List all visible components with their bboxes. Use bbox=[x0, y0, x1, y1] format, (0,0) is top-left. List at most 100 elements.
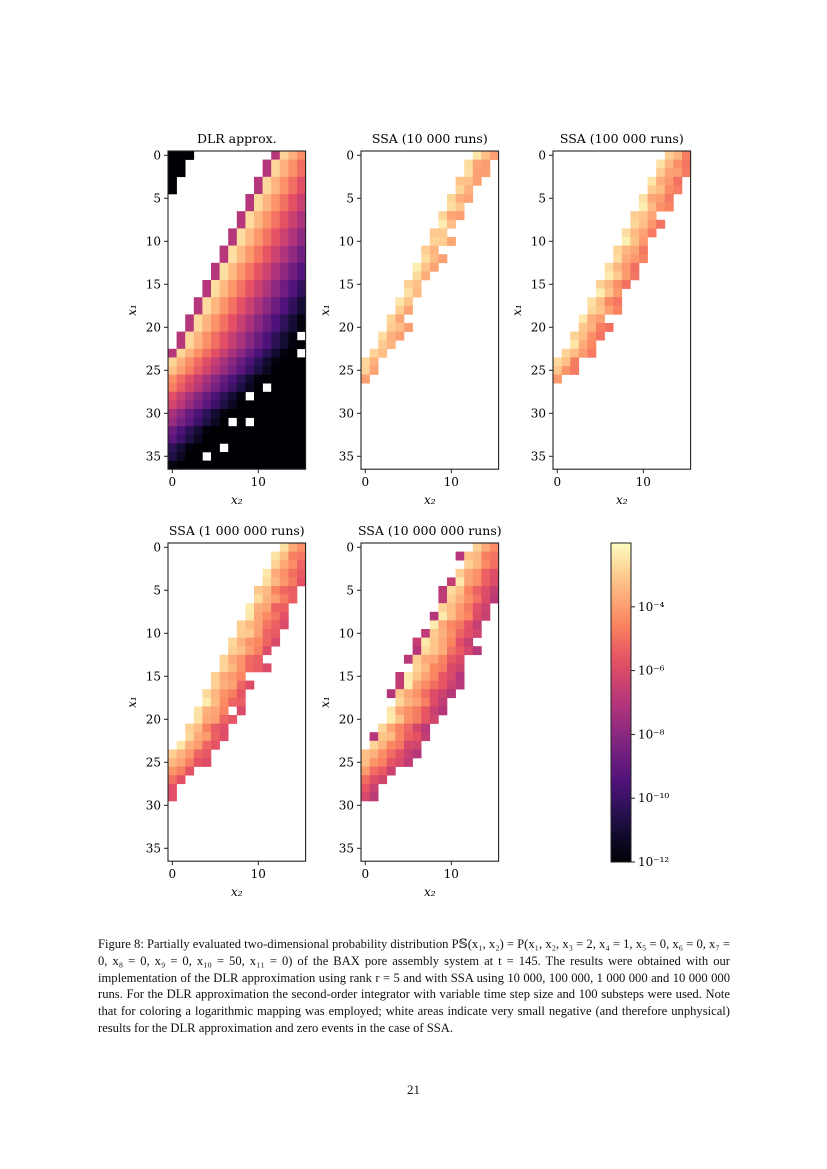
heatmap-cell bbox=[464, 629, 474, 638]
heatmap-cell bbox=[297, 168, 306, 178]
heatmap-cell bbox=[193, 434, 203, 444]
heatmap-cell bbox=[438, 594, 448, 604]
heatmap-cell bbox=[464, 568, 474, 578]
heatmap-cell bbox=[176, 452, 186, 461]
heatmap-cell bbox=[236, 323, 246, 332]
heatmap-cell bbox=[193, 305, 203, 315]
x-tick-label: 10 bbox=[636, 475, 651, 489]
y-tick-label: 5 bbox=[346, 583, 354, 597]
heatmap-cell bbox=[386, 766, 396, 776]
heatmap-cell bbox=[219, 280, 229, 289]
heatmap-cell bbox=[236, 426, 246, 436]
heatmap-cell bbox=[613, 262, 623, 272]
heatmap-cell bbox=[288, 417, 298, 427]
y-tick-label: 25 bbox=[339, 755, 354, 769]
heatmap-cell bbox=[472, 646, 482, 656]
heatmap-cell bbox=[202, 340, 212, 350]
heatmap-cell bbox=[236, 357, 246, 367]
y-axis-label: x₁ bbox=[125, 696, 139, 708]
heatmap-cell bbox=[412, 732, 422, 742]
heatmap-cell bbox=[429, 637, 439, 647]
x-tick-label: 10 bbox=[251, 867, 266, 881]
heatmap-cell bbox=[288, 409, 298, 418]
heatmap-cell bbox=[673, 168, 683, 178]
heatmap-cell bbox=[185, 434, 195, 444]
x-tick-label: 10 bbox=[251, 475, 266, 489]
y-tick-label: 10 bbox=[146, 626, 161, 640]
heatmap-cell bbox=[438, 254, 448, 264]
heatmap-cell bbox=[361, 783, 370, 793]
heatmap-cell bbox=[254, 434, 263, 444]
heatmap-cell bbox=[288, 297, 298, 307]
heatmap-cell bbox=[271, 348, 281, 358]
heatmap-cell bbox=[176, 460, 186, 470]
heatmap-cell bbox=[262, 323, 272, 332]
heatmap-cell bbox=[386, 314, 396, 324]
heatmap-cell bbox=[245, 314, 255, 324]
heatmap-cell bbox=[288, 434, 298, 444]
heatmap-cell bbox=[185, 366, 195, 375]
heatmap-cell bbox=[236, 297, 246, 307]
heatmap-cell bbox=[429, 715, 439, 724]
heatmap-cell bbox=[262, 391, 272, 401]
heatmap-cell bbox=[262, 603, 272, 613]
heatmap-cell bbox=[673, 151, 683, 160]
heatmap-cell bbox=[578, 314, 588, 324]
heatmap-cell bbox=[228, 680, 238, 690]
heatmap-cell bbox=[236, 271, 246, 281]
heatmap-cell bbox=[193, 749, 203, 759]
heatmap-cell bbox=[279, 202, 289, 212]
heatmap-cell bbox=[219, 672, 229, 681]
heatmap-cell bbox=[228, 400, 238, 410]
heatmap-cell bbox=[168, 434, 177, 444]
heatmap-cell bbox=[228, 434, 238, 444]
heatmap-cell bbox=[455, 568, 465, 578]
heatmap-cell bbox=[271, 159, 281, 169]
heatmap-cell bbox=[421, 262, 431, 272]
heatmap-cell bbox=[271, 391, 281, 401]
heatmap-cell bbox=[254, 254, 263, 264]
heatmap-cell bbox=[262, 237, 272, 246]
heatmap-cell bbox=[193, 348, 203, 358]
heatmap-cell bbox=[369, 792, 379, 802]
heatmap-cell bbox=[271, 314, 281, 324]
heatmap-cell bbox=[297, 409, 306, 418]
heatmap-cell bbox=[288, 400, 298, 410]
heatmap-cell bbox=[219, 323, 229, 332]
heatmap-cell bbox=[211, 262, 220, 272]
heatmap-cell bbox=[202, 391, 212, 401]
heatmap-cell bbox=[271, 254, 281, 264]
heatmap-cell bbox=[228, 374, 238, 384]
heatmap-cell bbox=[228, 689, 238, 699]
heatmap-cell bbox=[438, 697, 448, 707]
heatmap-cell bbox=[464, 646, 474, 656]
heatmap-cell bbox=[262, 185, 272, 195]
heatmap-cell bbox=[176, 331, 186, 341]
heatmap-cell bbox=[279, 426, 289, 436]
heatmap-cell bbox=[219, 297, 229, 307]
heatmap-cell bbox=[395, 297, 405, 307]
heatmap-cell bbox=[262, 168, 272, 178]
heatmap-cell bbox=[176, 766, 186, 776]
heatmap-cell bbox=[578, 323, 588, 332]
heatmap-cell bbox=[176, 740, 186, 750]
heatmap-cell bbox=[395, 305, 405, 315]
heatmap-cell bbox=[647, 185, 657, 195]
heatmap-cell bbox=[254, 400, 263, 410]
heatmap-cell bbox=[219, 357, 229, 367]
heatmap-cell bbox=[202, 697, 212, 707]
heatmap-cell bbox=[211, 288, 220, 298]
heatmap-cell bbox=[236, 697, 246, 707]
heatmap-cell bbox=[262, 340, 272, 350]
heatmap-cell bbox=[211, 305, 220, 315]
heatmap-cell bbox=[429, 228, 439, 238]
heatmap-cell bbox=[438, 689, 448, 699]
heatmap-cell bbox=[297, 245, 306, 255]
heatmap-cell bbox=[297, 254, 306, 264]
panel-title: SSA (100 000 runs) bbox=[560, 131, 684, 146]
heatmap-cell bbox=[193, 706, 203, 716]
heatmap-cell bbox=[288, 245, 298, 255]
heatmap-cell bbox=[211, 409, 220, 418]
plot-frame bbox=[552, 150, 692, 470]
heatmap-cell bbox=[481, 168, 491, 178]
